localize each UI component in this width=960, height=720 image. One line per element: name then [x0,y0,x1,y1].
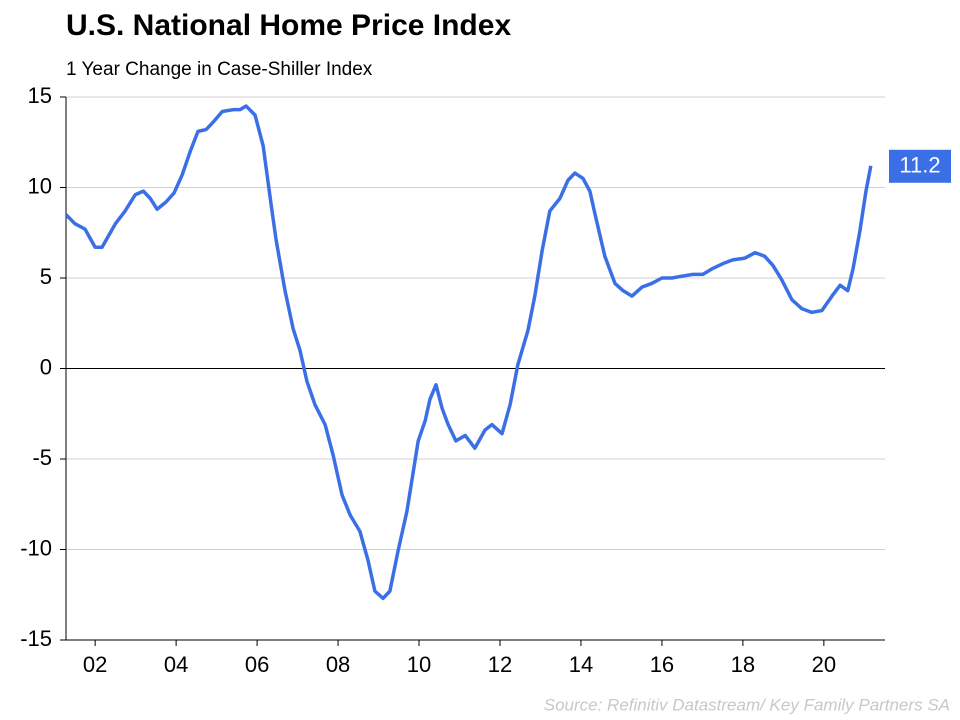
y-tick-label: 15 [28,83,52,108]
last-value-label: 11.2 [899,153,940,178]
y-tick-label: 0 [40,354,52,379]
last-value-box [889,149,951,183]
x-tick-label: 04 [164,652,188,677]
x-tick-label: 12 [488,652,512,677]
chart-title: U.S. National Home Price Index [66,9,511,42]
x-tick-label: 08 [326,652,350,677]
x-tick-label: 18 [731,652,755,677]
x-tick-label: 20 [812,652,836,677]
y-tick-label: -5 [32,445,52,470]
y-tick-label: -15 [20,626,52,651]
y-tick-label: 5 [40,264,52,289]
y-tick-label: -10 [20,535,52,560]
x-tick-label: 14 [569,652,593,677]
x-tick-label: 06 [245,652,269,677]
x-tick-label: 16 [650,652,674,677]
series-line [64,104,873,601]
chart-subtitle: 1 Year Change in Case-Shiller Index [66,59,373,80]
y-tick-label: 10 [28,173,52,198]
x-tick-label: 10 [407,652,431,677]
source-note: Source: Refinitiv Datastream/ Key Family… [544,695,950,714]
x-tick-label: 02 [83,652,107,677]
